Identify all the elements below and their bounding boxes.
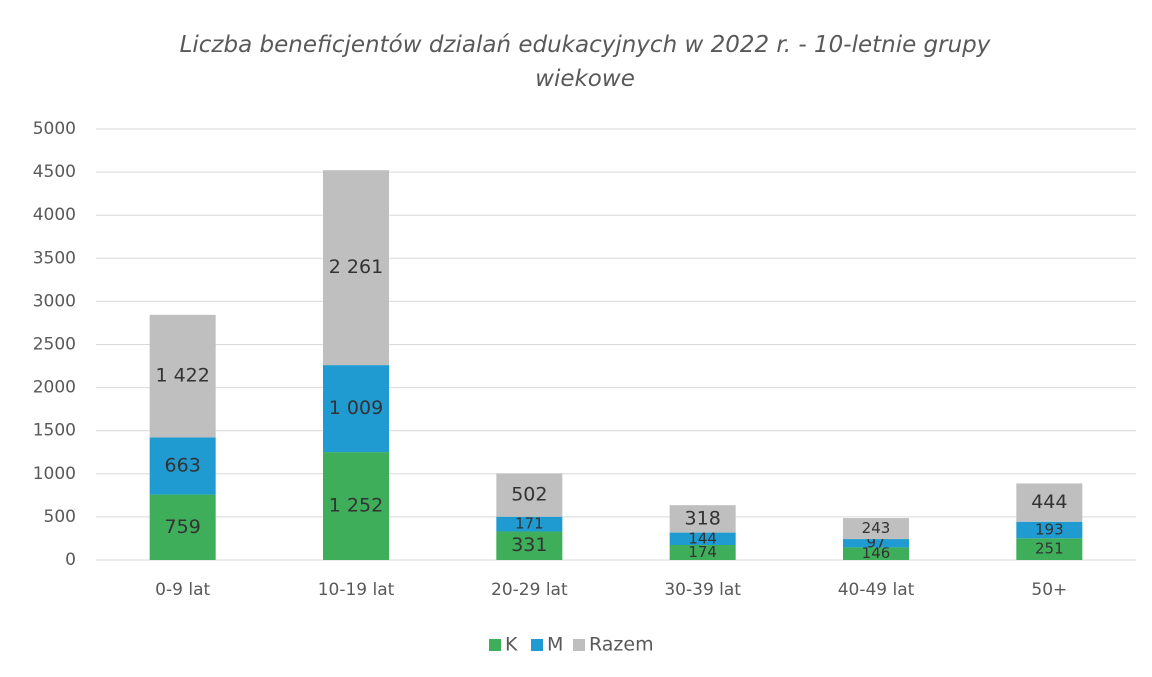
data-label: 1 422 [155,365,209,387]
data-label: 331 [511,534,547,556]
bar-segment [669,545,736,560]
data-label: 663 [165,454,201,476]
y-tick-label: 1500 [33,421,76,441]
data-label: 251 [1035,540,1064,558]
x-tick-label: 30-39 lat [664,580,741,600]
bar-segment [1016,538,1083,560]
bar-segment [843,547,909,560]
bar-segment [669,532,736,546]
y-tick-label: 3500 [33,248,76,268]
bar-segment [149,494,216,560]
chart-title: Liczba beneficjentów dzialań edukacyjnyc… [179,32,991,92]
y-tick-label: 2000 [33,378,76,398]
legend-label: M [547,634,563,656]
bar-segment [1016,483,1083,522]
legend-swatch [531,639,543,651]
bar-segment [323,452,389,560]
legend-swatch [489,639,501,651]
x-tick-label: 40-49 lat [838,580,915,600]
bar-segment [1016,521,1083,539]
y-tick-label: 4000 [33,205,76,225]
data-label: 318 [685,507,721,529]
data-label: 243 [862,519,891,537]
bar-segment [149,314,216,438]
bar-segment [496,473,563,517]
x-tick-label: 50+ [1031,580,1067,600]
data-label: 1 252 [329,495,383,517]
legend-swatch [573,639,585,651]
bar-segment [323,170,389,366]
data-label: 171 [515,515,544,533]
y-tick-label: 1000 [33,464,76,484]
y-tick-label: 4500 [33,162,76,182]
y-tick-label: 0 [65,550,76,570]
bar-segment [496,516,563,532]
data-label: 1 009 [329,397,383,419]
bar-segment [323,365,389,453]
data-label: 444 [1031,491,1067,513]
data-label: 146 [862,544,891,562]
data-label: 2 261 [329,256,383,278]
data-label: 759 [165,516,201,538]
bar-segment [843,539,909,548]
x-tick-label: 10-19 lat [318,580,395,600]
y-tick-label: 500 [44,507,76,527]
data-label: 502 [511,484,547,506]
y-tick-label: 5000 [33,119,76,139]
data-label: 174 [688,543,717,561]
y-tick-label: 3000 [33,291,76,311]
legend-label: Razem [589,634,654,656]
legend-label: K [505,634,518,656]
y-tick-label: 2500 [33,335,76,355]
data-label: 193 [1035,521,1064,539]
x-tick-label: 0-9 lat [155,580,210,600]
x-tick-label: 20-29 lat [491,580,568,600]
data-label: 144 [688,529,717,547]
bar-segment [669,505,736,533]
bar-segment [496,531,563,560]
bar-segment [149,437,216,495]
bar-segment [843,518,909,540]
